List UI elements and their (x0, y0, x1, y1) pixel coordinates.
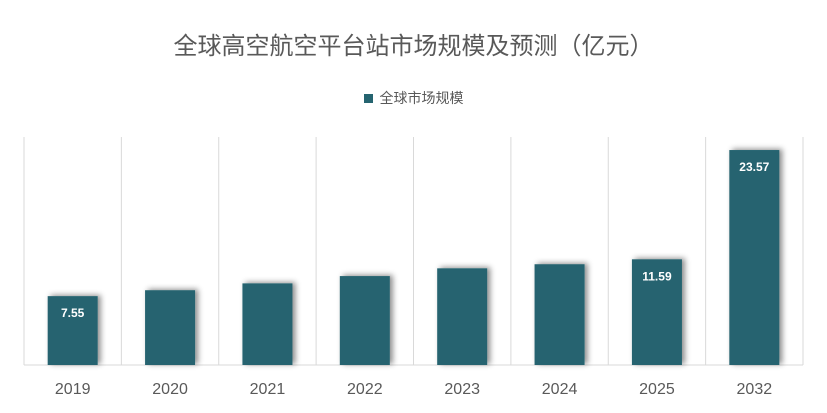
legend: 全球市场规模 (0, 88, 827, 108)
bar-2025 (631, 259, 682, 365)
bar-2019 (47, 296, 98, 365)
x-tick-label-2024: 2024 (542, 381, 578, 398)
bar-2024 (534, 264, 585, 365)
bar-2032 (729, 150, 780, 365)
data-label-2032: 23.57 (739, 160, 769, 174)
x-tick-label-2032: 2032 (737, 381, 773, 398)
x-tick-label-2021: 2021 (250, 381, 286, 398)
bar-2021 (242, 283, 293, 365)
legend-label: 全球市场规模 (379, 91, 464, 107)
data-label-2025: 11.59 (642, 269, 672, 283)
legend-swatch (363, 93, 373, 103)
bar-2023 (437, 268, 488, 365)
bar-2020 (145, 290, 196, 365)
chart-title: 全球高空航空平台站市场规模及预测（亿元） (173, 32, 654, 60)
x-tick-label-2022: 2022 (347, 381, 383, 398)
x-tick-label-2025: 2025 (639, 381, 675, 398)
bar-2022 (339, 276, 390, 365)
x-tick-label-2023: 2023 (444, 381, 480, 398)
x-tick-label-2020: 2020 (152, 381, 188, 398)
data-label-2019: 7.55 (61, 306, 85, 320)
x-tick-label-2019: 2019 (55, 381, 91, 398)
